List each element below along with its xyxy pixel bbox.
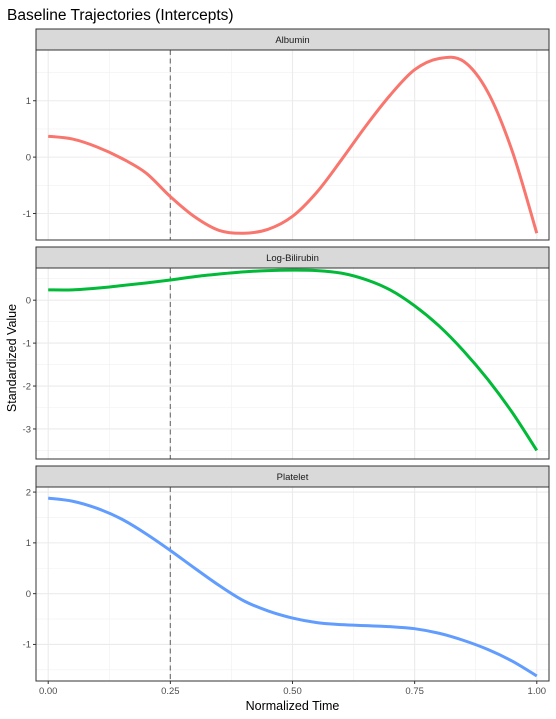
facet-strip-label: Platelet [277, 472, 309, 483]
y-tick-label: 0 [26, 152, 31, 163]
y-tick-label: -2 [23, 381, 31, 392]
y-tick-label: 0 [26, 589, 31, 600]
series-line-platelet [48, 496, 538, 678]
chart-title: Baseline Trajectories (Intercepts) [7, 7, 234, 24]
facet-albumin: Albumin -1 0 1 [23, 28, 550, 241]
x-axis: 0.00 0.25 0.50 0.75 1.00 [39, 681, 546, 697]
facet-log-bilirubin: Log-Bilirubin -3 -2 -1 0 [23, 246, 550, 460]
series-line-log-bilirubin [48, 268, 539, 452]
y-tick-label: 1 [26, 96, 31, 107]
y-tick-label: -1 [23, 338, 31, 349]
x-tick-label: 1.00 [528, 686, 547, 697]
x-tick-label: 0.25 [161, 686, 180, 697]
y-tick-label: 0 [26, 295, 31, 306]
y-tick-label: -3 [23, 424, 31, 435]
y-tick-label: 1 [26, 538, 31, 549]
y-tick-label: 2 [26, 487, 31, 498]
panel-border [35, 49, 550, 241]
y-tick-label: -1 [23, 640, 31, 651]
facet-strip-label: Albumin [275, 35, 309, 46]
y-axis-title: Standardized Value [5, 304, 19, 412]
x-tick-label: 0.50 [283, 686, 302, 697]
x-tick-label: 0.75 [405, 686, 424, 697]
y-tick-label: -1 [23, 209, 31, 220]
facet-strip-label: Log-Bilirubin [266, 253, 319, 264]
x-axis-title: Normalized Time [246, 699, 340, 713]
series-line-albumin [48, 55, 539, 235]
facet-panels: Albumin -1 0 1 Log-Bilirubin -3 -2 -1 0 Platelet -… [23, 28, 550, 682]
x-tick-label: 0.00 [39, 686, 58, 697]
panel-border [35, 267, 550, 460]
facet-platelet: Platelet -1 0 1 2 [23, 465, 550, 682]
